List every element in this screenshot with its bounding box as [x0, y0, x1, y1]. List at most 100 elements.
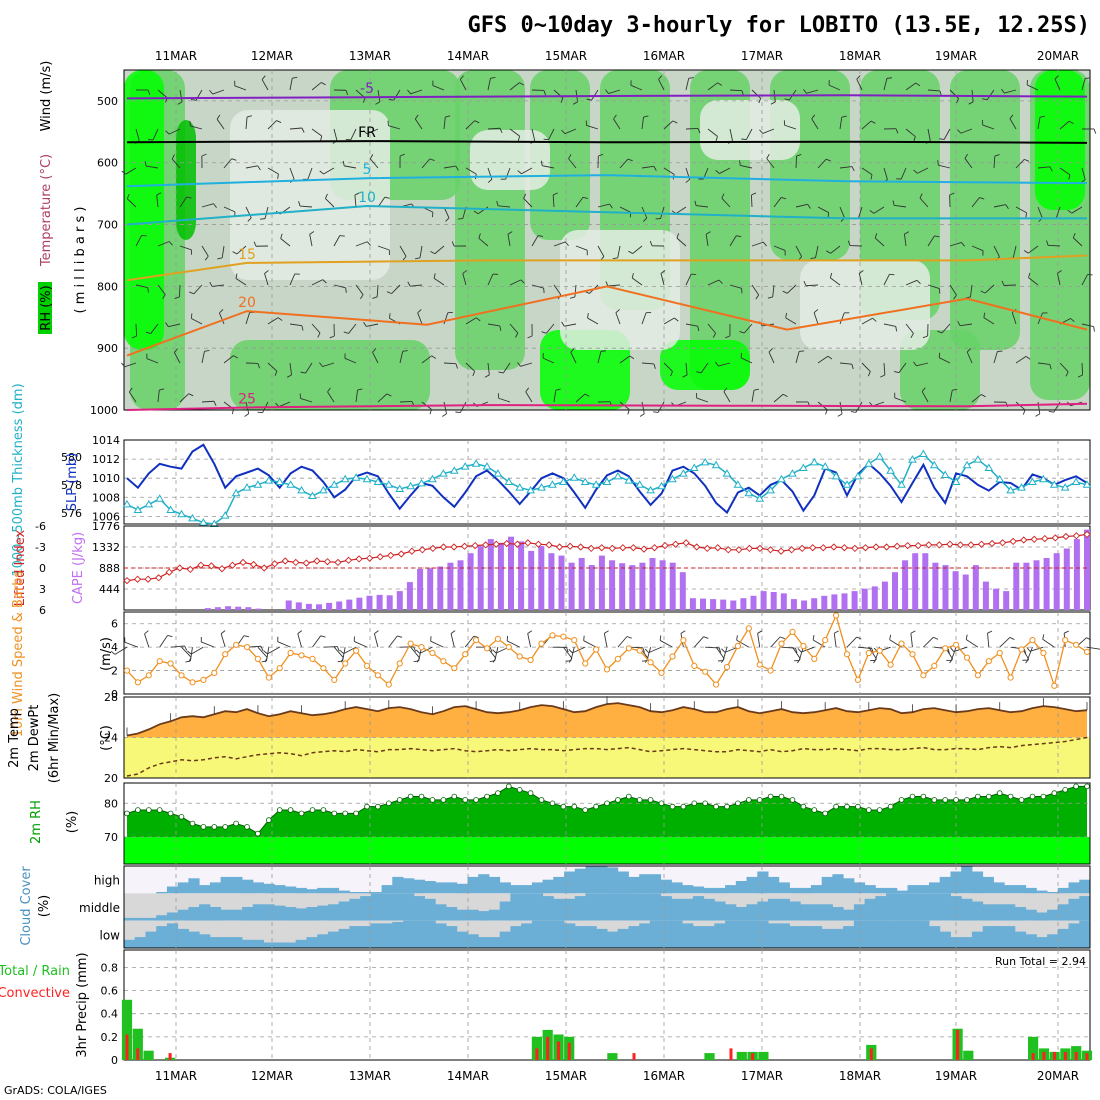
cloud-high-cell-20 — [338, 890, 350, 894]
upper-wind-barb-102-staff — [443, 165, 456, 169]
thickness-point-85 — [1049, 480, 1059, 488]
surface-barb-3-staff — [159, 635, 168, 648]
cloud-low-cell-15 — [285, 942, 297, 948]
cloud-low-cell-59 — [757, 920, 769, 948]
upper-wind-barb-153-flag — [609, 203, 613, 209]
upper-wind-barb-158 — [694, 200, 709, 208]
rh-shade-20 — [470, 130, 550, 190]
upper-wind-barb-314-flag — [274, 370, 278, 376]
surface-barb-84 — [1026, 646, 1044, 652]
wind-point-44 — [603, 666, 611, 673]
upper-wind-barb-328-staff — [570, 352, 577, 364]
upper-wind-barb-86 — [1059, 120, 1074, 130]
upper-wind-barb-250-staff — [787, 284, 797, 294]
upper-wind-barb-347-staff — [993, 351, 998, 364]
upper-wind-barb-284-staff — [564, 323, 577, 327]
upper-wind-barb-71-staff — [729, 128, 733, 141]
upper-wind-barb-110-flag — [627, 158, 633, 162]
li-point-60 — [756, 544, 764, 553]
upper-wind-barb-95-staff — [289, 167, 295, 180]
upper-wind-barb-247 — [729, 284, 743, 294]
upper-wind-barb-287 — [641, 312, 652, 325]
cloud-middle-cell-21 — [349, 898, 361, 921]
cloud-low-cell-19 — [327, 931, 340, 948]
wind-point-81 — [1007, 674, 1014, 681]
upper-wind-barb-83 — [982, 120, 995, 130]
li-point-21 — [344, 556, 353, 564]
upper-wind-barb-170 — [971, 197, 985, 208]
rh-shade-19 — [800, 260, 930, 350]
cloud-middle-cell-6 — [188, 907, 200, 921]
upper-wind-barb-39-staff — [986, 89, 995, 101]
upper-wind-barb-333 — [682, 362, 688, 378]
upper-wind-barb-50 — [267, 120, 282, 130]
label-slp: SLP (mb) — [65, 453, 80, 512]
upper-wind-barb-256 — [927, 284, 941, 294]
upper-wind-barb-290 — [707, 323, 717, 338]
upper-wind-barb-370-flag — [525, 387, 530, 393]
upper-wind-barb-303-flag — [983, 312, 986, 318]
wind-point-14 — [276, 665, 283, 672]
li-point-66 — [819, 544, 827, 552]
wind-point-18 — [320, 665, 327, 672]
isotherm-label-0: -5 — [360, 81, 374, 97]
top-date-8: 19MAR — [935, 49, 977, 63]
upper-wind-barb-198 — [612, 245, 621, 260]
upper-wind-barb-270 — [267, 317, 283, 325]
upper-wind-barb-166-staff — [873, 206, 885, 214]
cloud-middle-cell-80 — [982, 904, 994, 921]
wind-point-27 — [418, 644, 425, 651]
thickness-point-40 — [558, 477, 568, 485]
upper-wind-barb-230-flag — [360, 294, 364, 300]
cloud-middle-cell-59 — [757, 901, 769, 921]
rh2m-point-11 — [244, 824, 250, 830]
upper-wind-barb-344 — [913, 361, 929, 367]
wind-point-66 — [843, 651, 851, 658]
upper-wind-barb-324 — [484, 362, 490, 378]
rh2m-point-33 — [484, 793, 490, 800]
rh2m-point-68 — [865, 807, 872, 813]
surface-barb-26-staff — [410, 646, 420, 659]
cloud-high-cell-18 — [317, 887, 329, 894]
upper-wind-barb-277-staff — [417, 312, 423, 325]
upper-wind-barb-331-flag — [653, 363, 656, 369]
upper-wind-barb-16-flag — [490, 77, 496, 79]
upper-wind-barb-380-staff — [751, 390, 755, 403]
upper-wind-barb-255-staff — [905, 279, 918, 286]
cloud-low-cell-76 — [939, 931, 951, 948]
upper-wind-barb-340-staff — [839, 362, 852, 365]
cloud-high-cell-27 — [413, 879, 425, 894]
upper-wind-barb-212-staff — [927, 235, 935, 247]
surface-barb-35-flag — [492, 649, 497, 654]
rh2m-point-55 — [724, 803, 730, 810]
precip-conv-bar-88 — [1074, 1051, 1078, 1060]
upper-wind-barb-210-flag — [874, 233, 878, 239]
upper-wind-barb-213-staff — [949, 241, 962, 247]
cloud-middle-cell-57 — [735, 907, 747, 921]
upper-wind-barb-92 — [223, 158, 237, 169]
rh2m-point-38 — [538, 797, 545, 803]
thickness-point-17 — [308, 491, 317, 499]
upper-wind-barb-289 — [685, 323, 700, 332]
upper-wind-barb-14-staff — [432, 85, 445, 91]
surface-barb-65-staff — [833, 633, 837, 648]
upper-wind-barb-226 — [264, 270, 269, 286]
cloud-middle-cell-56 — [725, 904, 737, 921]
upper-wind-barb-343-staff — [898, 362, 907, 373]
wind-point-17 — [309, 655, 316, 663]
upper-wind-barb-183 — [280, 233, 291, 247]
upper-wind-barb-348-staff — [1015, 356, 1027, 364]
upper-wind-barb-173-staff — [1037, 206, 1043, 219]
upper-wind-barb-315-flag — [286, 374, 292, 378]
upper-wind-barb-223-staff — [193, 284, 203, 295]
upper-wind-barb-60-staff — [487, 127, 501, 130]
thickness-point-66 — [842, 480, 852, 488]
upper-wind-barb-245 — [685, 273, 697, 286]
upper-wind-barb-193-flag — [507, 231, 513, 235]
upper-wind-barb-298 — [883, 323, 898, 332]
li-point-4 — [165, 568, 173, 576]
upper-wind-barb-389-staff — [949, 390, 953, 403]
wind-speed-line — [126, 613, 1088, 689]
surface-barb-72-flag — [910, 630, 916, 634]
